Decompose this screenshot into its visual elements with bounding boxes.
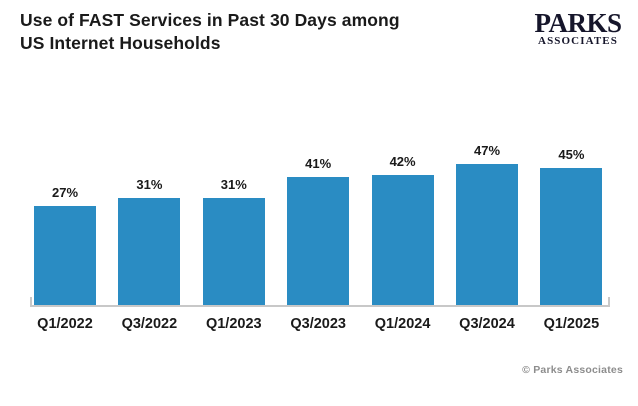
bar <box>202 198 265 305</box>
logo-wordmark-associates: ASSOCIATES <box>538 35 618 47</box>
x-tick-label: Q1/2023 <box>205 316 262 332</box>
bar-value-label: 45% <box>558 147 585 162</box>
copyright-note: © Parks Associates <box>522 364 623 376</box>
x-axis-left-tick <box>30 297 32 307</box>
x-tick-label: Q3/2024 <box>459 316 515 332</box>
x-axis-line <box>30 305 610 307</box>
x-tick-label: Q3/2022 <box>121 316 178 332</box>
parks-associates-logo: PARKS ASSOCIATES <box>530 10 626 47</box>
logo-wordmark-parks: PARKS <box>534 8 622 38</box>
x-axis-right-tick <box>608 297 610 307</box>
chart-title-line1: Use of FAST Services in Past 30 Days amo… <box>20 10 400 30</box>
x-tick-label: Q1/2024 <box>374 316 431 332</box>
bar-value-label: 31% <box>136 177 163 192</box>
bar <box>287 177 350 305</box>
chart-title: Use of FAST Services in Past 30 Days amo… <box>20 9 490 55</box>
bar <box>456 164 518 305</box>
bar-value-label: 41% <box>305 156 332 171</box>
x-tick-label: Q1/2025 <box>543 316 600 332</box>
bar-value-label: 31% <box>220 177 247 192</box>
bar-value-label: 42% <box>389 154 416 169</box>
chart-title-line2: US Internet Households <box>20 33 221 53</box>
bar <box>371 175 434 305</box>
x-tick-label: Q1/2022 <box>37 316 93 332</box>
bar-value-label: 27% <box>51 185 79 200</box>
bar <box>118 198 181 305</box>
plot-area: 27% Q1/2022 31% Q3/2022 31% Q1/2023 41% Q3/2023… <box>30 130 610 332</box>
x-tick-label: Q3/2023 <box>290 316 346 332</box>
bar <box>540 168 603 305</box>
bar <box>34 206 96 305</box>
bar-value-label: 47% <box>473 143 501 158</box>
